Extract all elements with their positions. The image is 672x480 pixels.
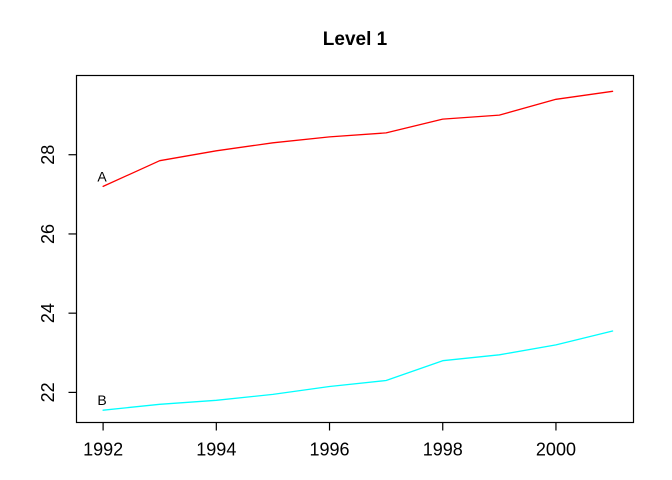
chart-title: Level 1 [323,29,388,50]
axes: 1992 1994 1996 1998 2000 22 24 26 28 [38,74,635,460]
x-axis-tick-label: 1996 [310,440,350,460]
x-axis-tick-label: 1994 [196,440,236,460]
x-axis-tick-label: 1998 [423,440,463,460]
series-line-B [102,330,614,411]
y-axis-tick-label: 24 [38,303,58,323]
plot-border [75,74,635,424]
y-axis-tick-label: 22 [38,382,58,402]
series-line-A [102,90,614,188]
y-axis-tick-label: 28 [38,145,58,165]
series-lines: AB [97,90,614,411]
y-axis-tick-label: 26 [38,224,58,244]
x-axis-tick-label: 1992 [83,440,123,460]
series-start-label-B: B [97,392,106,408]
series-start-label-A: A [97,168,107,184]
x-axis-tick-label: 2000 [536,440,576,460]
